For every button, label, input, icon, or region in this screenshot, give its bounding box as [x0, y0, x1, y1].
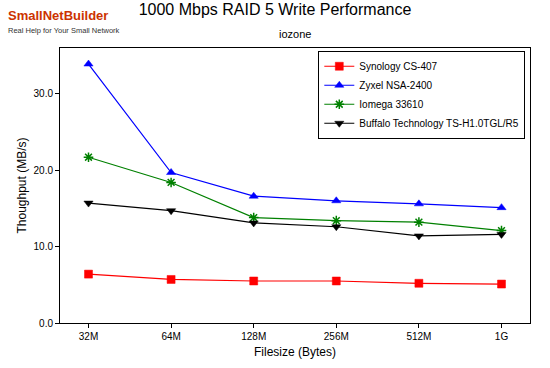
svg-text:20.0: 20.0 [34, 165, 54, 176]
svg-text:1G: 1G [495, 331, 509, 342]
svg-text:256M: 256M [324, 331, 349, 342]
svg-text:30.0: 30.0 [34, 88, 54, 99]
svg-text:10.0: 10.0 [34, 241, 54, 252]
svg-text:0.0: 0.0 [39, 318, 53, 329]
svg-text:64M: 64M [161, 331, 180, 342]
svg-text:1000 Mbps RAID 5 Write Perform: 1000 Mbps RAID 5 Write Performance [139, 1, 412, 18]
svg-text:Real Help for Your Small Netwo: Real Help for Your Small Network [8, 26, 120, 35]
svg-text:iozone: iozone [279, 28, 311, 40]
svg-text:128M: 128M [241, 331, 266, 342]
svg-text:32M: 32M [79, 331, 98, 342]
svg-text:Thoughput (MB/s): Thoughput (MB/s) [15, 137, 29, 233]
svg-text:Synology CS-407: Synology CS-407 [359, 61, 437, 72]
svg-text:512M: 512M [406, 331, 431, 342]
svg-text:SmallNetBuilder: SmallNetBuilder [8, 8, 108, 23]
svg-text:Filesize (Bytes): Filesize (Bytes) [254, 345, 336, 359]
svg-text:Zyxel NSA-2400: Zyxel NSA-2400 [359, 80, 432, 91]
svg-text:Iomega 33610: Iomega 33610 [359, 99, 423, 110]
svg-text:Buffalo Technology TS-H1.0TGL/: Buffalo Technology TS-H1.0TGL/R5 [359, 118, 518, 129]
